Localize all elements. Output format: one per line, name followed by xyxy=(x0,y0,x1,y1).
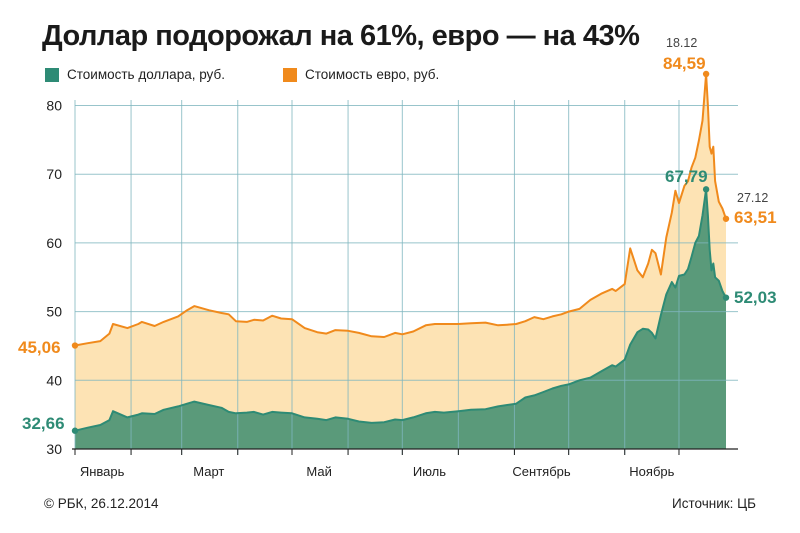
x-tick-label: Март xyxy=(193,464,224,479)
usd-start-point xyxy=(71,427,79,434)
x-tick-label: Ноябрь xyxy=(629,464,674,479)
usd-start-label: 32,66 xyxy=(22,414,65,433)
y-tick-label: 60 xyxy=(46,235,62,251)
y-tick-label: 30 xyxy=(46,441,62,457)
legend-usd-label: Стоимость доллара, руб. xyxy=(67,67,225,82)
y-tick-label: 40 xyxy=(46,372,62,388)
eur-peak-label: 84,59 xyxy=(663,54,706,73)
y-tick-label: 70 xyxy=(46,166,62,182)
x-tick-label: Сентябрь xyxy=(512,464,570,479)
legend-eur-label: Стоимость евро, руб. xyxy=(305,67,440,82)
x-tick-label: Январь xyxy=(80,464,125,479)
usd-area xyxy=(75,189,726,449)
eur-peak-point xyxy=(702,70,710,78)
usd-end-label: 52,03 xyxy=(734,288,777,307)
legend-usd-swatch xyxy=(45,67,59,82)
legend-eur: Стоимость евро, руб. xyxy=(283,67,439,82)
legend-usd: Стоимость доллара, руб. xyxy=(45,67,225,82)
x-tick-label: Май xyxy=(306,464,331,479)
eur-line xyxy=(74,73,727,347)
usd-line xyxy=(74,188,727,432)
x-tick-label: Июль xyxy=(413,464,446,479)
eur-start-point xyxy=(71,342,79,349)
copyright-text: © РБК, 26.12.2014 xyxy=(44,496,159,511)
eur-end-point xyxy=(722,215,730,222)
source-text: Источник: ЦБ xyxy=(672,496,756,511)
chart-title: Доллар подорожал на 61%, евро — на 43% xyxy=(42,20,640,52)
peak-date-label: 18.12 xyxy=(666,36,697,50)
eur-start-label: 45,06 xyxy=(18,338,61,357)
y-tick-label: 50 xyxy=(46,304,62,320)
eur-end-label: 63,51 xyxy=(734,208,777,227)
usd-peak-point xyxy=(702,186,710,193)
end-date-label: 27.12 xyxy=(737,191,768,205)
legend-eur-swatch xyxy=(283,67,297,82)
usd-peak-label: 67,79 xyxy=(665,167,708,186)
y-tick-label: 80 xyxy=(46,98,62,114)
usd-end-point xyxy=(722,294,730,301)
